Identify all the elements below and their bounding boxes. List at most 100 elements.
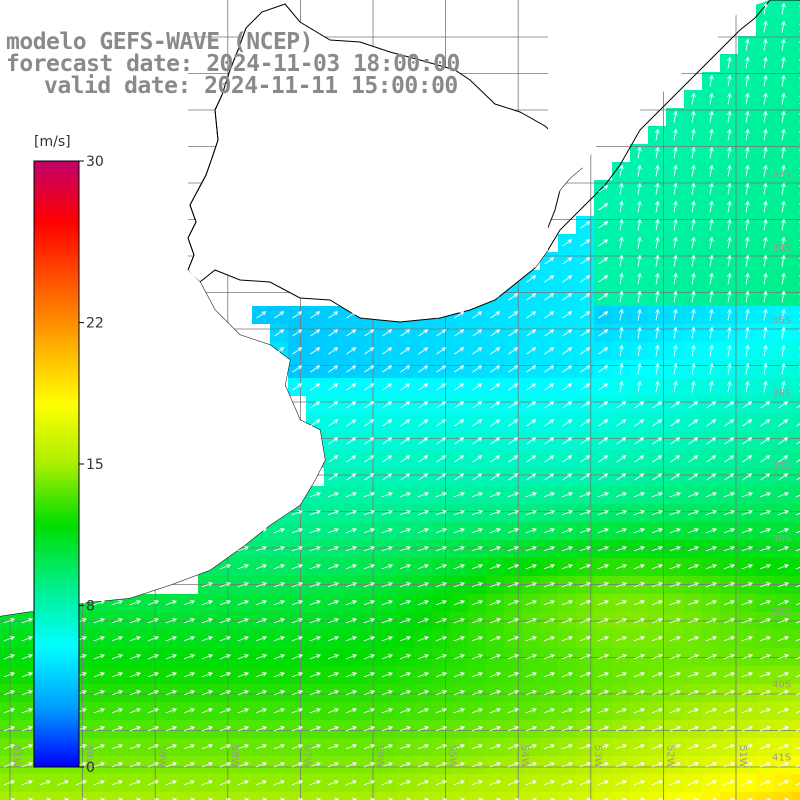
- wind-arrow: [709, 290, 714, 303]
- wind-arrow: [745, 164, 750, 177]
- wind-arrow: [580, 383, 591, 391]
- wind-arrow: [745, 326, 750, 339]
- wind-arrow: [795, 494, 800, 498]
- wind-arrow: [781, 218, 786, 231]
- wind-cell: [684, 792, 702, 800]
- wind-arrow: [417, 636, 430, 642]
- wind-arrow: [616, 419, 627, 427]
- wind-arrow: [655, 290, 660, 303]
- wind-arrow: [688, 401, 699, 409]
- wind-arrow: [525, 564, 538, 570]
- wind-arrow: [561, 672, 574, 678]
- wind-arrow: [165, 708, 178, 714]
- wind-arrow: [255, 708, 268, 714]
- wind-arrow: [417, 600, 430, 606]
- wind-cell: [792, 414, 800, 432]
- wind-arrow: [688, 473, 699, 481]
- wind-arrow: [507, 492, 520, 498]
- wind-arrow: [507, 528, 520, 534]
- wind-arrow: [399, 510, 412, 516]
- wind-arrow: [580, 473, 591, 481]
- wind-arrow: [291, 528, 304, 534]
- wind-arrow: [763, 182, 768, 195]
- wind-arrow: [745, 92, 750, 105]
- wind-arrow: [75, 780, 88, 786]
- wind-arrow: [363, 618, 376, 624]
- wind-arrow: [237, 636, 250, 642]
- wind-arrow: [796, 477, 800, 481]
- wind-arrow: [507, 654, 520, 660]
- wind-arrow: [507, 564, 520, 570]
- wind-arrow: [633, 528, 646, 534]
- wind-arrow: [363, 636, 376, 642]
- wind-arrow: [709, 182, 714, 195]
- wind-arrow: [400, 419, 411, 427]
- wind-arrow: [381, 780, 394, 786]
- wind-arrow: [763, 380, 768, 393]
- wind-arrow: [273, 672, 286, 678]
- wind-arrow: [381, 546, 394, 552]
- wind-arrow: [489, 618, 502, 624]
- wind-arrow: [619, 182, 624, 195]
- wind-arrow: [597, 780, 610, 786]
- wind-arrow: [525, 654, 538, 660]
- wind-arrow: [436, 311, 447, 319]
- wind-arrow: [705, 672, 718, 678]
- wind-arrow: [763, 218, 768, 231]
- valid-date: valid date: 2024-11-11 15:00:00: [44, 73, 458, 99]
- wind-arrow: [619, 164, 624, 177]
- wind-cell: [540, 792, 558, 800]
- forecast-date: forecast date: 2024-11-03 18:00:00: [6, 51, 460, 77]
- wind-arrow: [759, 744, 772, 750]
- wind-arrow: [637, 362, 642, 375]
- wind-arrow: [507, 618, 520, 624]
- wind-arrow: [759, 546, 772, 552]
- wind-arrow: [637, 236, 642, 249]
- wind-arrow: [741, 708, 754, 714]
- wind-arrow: [345, 780, 358, 786]
- wind-cell: [792, 378, 800, 396]
- wind-arrow: [507, 762, 520, 768]
- wind-arrow: [709, 146, 714, 159]
- wind-arrow: [201, 618, 214, 624]
- wind-arrow: [759, 690, 772, 696]
- wind-arrow: [727, 326, 732, 339]
- wind-arrow: [129, 780, 142, 786]
- wind-arrow: [619, 380, 624, 393]
- wind-arrow: [472, 329, 483, 337]
- wind-arrow: [508, 473, 519, 481]
- wind-arrow: [363, 762, 376, 768]
- wind-arrow: [219, 582, 232, 588]
- wind-arrow: [309, 690, 322, 696]
- wind-arrow: [255, 564, 268, 570]
- wind-arrow: [291, 762, 304, 768]
- wind-arrow: [795, 512, 800, 516]
- wind-arrow: [597, 600, 610, 606]
- wind-arrow: [525, 492, 538, 498]
- wind-arrow: [763, 362, 768, 375]
- wind-arrow: [453, 654, 466, 660]
- wind-arrow: [327, 618, 340, 624]
- wind-arrow: [417, 708, 430, 714]
- wind-arrow: [21, 744, 34, 750]
- wind-arrow: [435, 654, 448, 660]
- wind-cell: [252, 792, 270, 800]
- wind-arrow: [673, 200, 678, 213]
- wind-arrow: [399, 654, 412, 660]
- wind-arrow: [400, 347, 411, 355]
- wind-arrow: [508, 437, 519, 445]
- wind-arrow: [399, 618, 412, 624]
- wind-arrow: [615, 492, 628, 498]
- wind-arrow: [310, 311, 321, 319]
- wind-arrow: [381, 672, 394, 678]
- wind-arrow: [795, 656, 800, 660]
- wind-arrow: [687, 528, 700, 534]
- wind-arrow: [655, 326, 660, 339]
- latitude-labels: 33S 34S 35S 36S 37S 38S 39S 40S 41S: [772, 170, 791, 763]
- wind-cell: [792, 432, 800, 450]
- wind-arrow: [147, 600, 160, 606]
- wind-arrow: [345, 744, 358, 750]
- wind-arrow: [345, 690, 358, 696]
- wind-arrow: [219, 744, 232, 750]
- wind-cell: [378, 792, 396, 800]
